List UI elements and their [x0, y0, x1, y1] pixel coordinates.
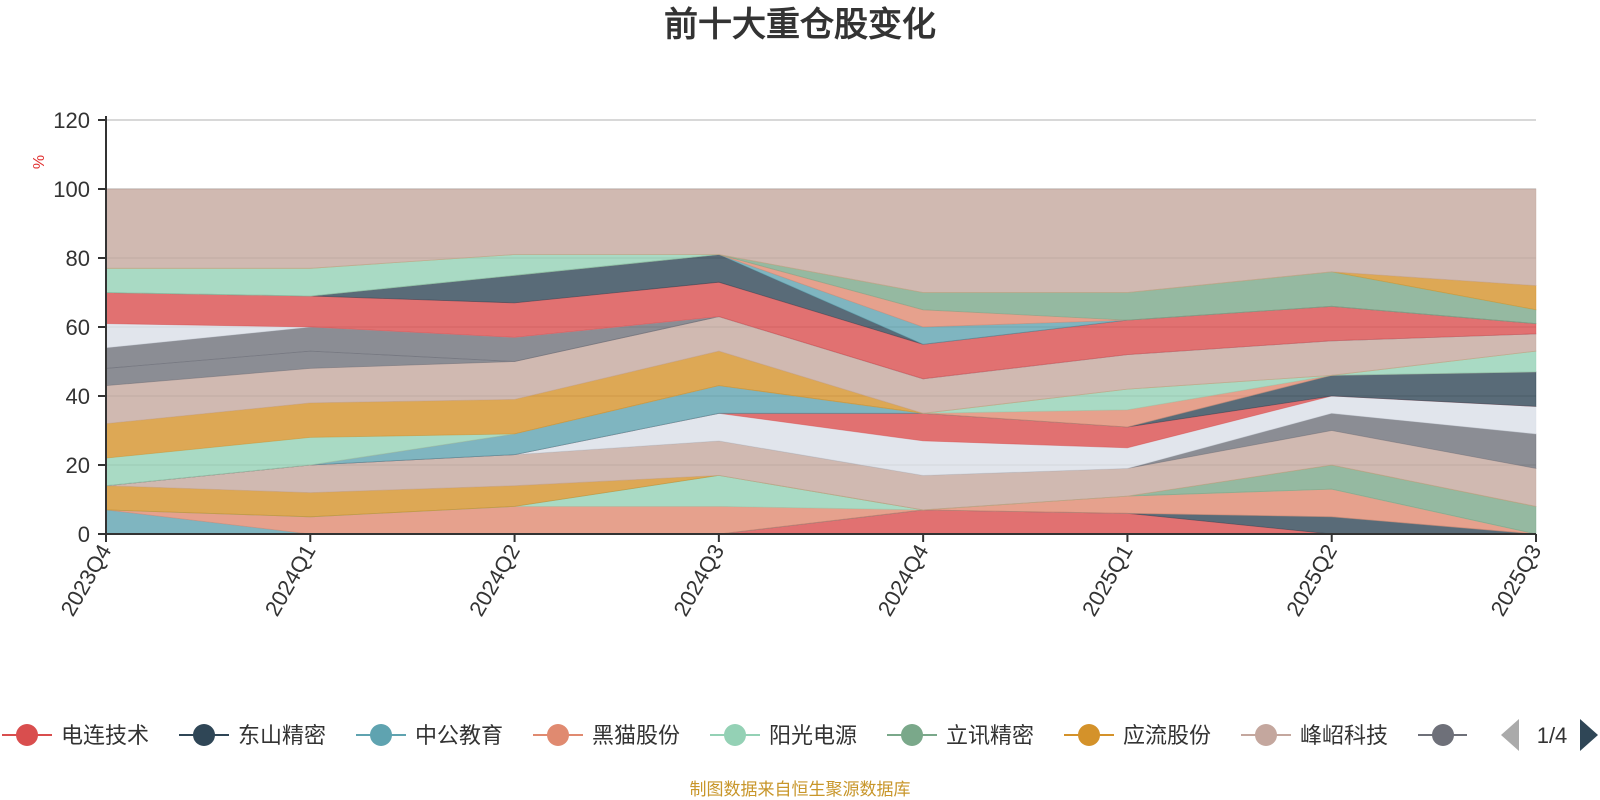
- legend-label-1: 电连技术: [61, 723, 149, 748]
- y-axis-unit: %: [31, 155, 48, 169]
- x-tick-label: 2025Q3: [1486, 540, 1547, 620]
- y-tick-label: 100: [53, 177, 90, 202]
- legend-label-4: 黑猫股份: [592, 723, 680, 748]
- legend-item-2[interactable]: 东山精密: [179, 723, 326, 748]
- legend-label-6: 立讯精密: [946, 723, 1034, 748]
- legend-item-4[interactable]: 黑猫股份: [533, 723, 680, 748]
- legend-marker-8: [1255, 724, 1277, 746]
- x-tick-label: 2024Q4: [873, 540, 934, 620]
- x-tick-label: 2025Q1: [1077, 540, 1138, 620]
- x-tick-label: 2023Q4: [56, 540, 117, 620]
- stacked-areas: [105, 188, 1537, 535]
- legend-item-9[interactable]: 王: [1418, 723, 1498, 748]
- legend-item-6[interactable]: 立讯精密: [887, 723, 1034, 748]
- legend-item-8[interactable]: 峰岹科技: [1241, 723, 1388, 748]
- legend-page-indicator: 1/4: [1537, 723, 1568, 748]
- legend-marker-9: [1432, 724, 1454, 746]
- legend-marker-4: [547, 724, 569, 746]
- chart-title: 前十大重仓股变化: [664, 6, 936, 44]
- legend-item-3[interactable]: 中公教育: [356, 723, 503, 748]
- legend-label-7: 应流股份: [1123, 723, 1211, 748]
- legend-label-2: 东山精密: [238, 723, 326, 748]
- legend-item-5[interactable]: 阳光电源: [710, 723, 857, 748]
- legend: 电连技术 东山精密 中公教育 黑猫股份 阳光电源 立讯精密 应流股份 峰岹科技 王: [2, 723, 1498, 748]
- x-tick-label: 2025Q2: [1281, 540, 1342, 620]
- legend-next-icon[interactable]: [1580, 719, 1598, 751]
- y-tick-label: 20: [66, 453, 90, 478]
- legend-label-9: 王: [1476, 723, 1498, 748]
- legend-label-5: 阳光电源: [769, 723, 857, 748]
- y-tick-label: 0: [78, 522, 90, 547]
- x-tick-label: 2024Q2: [464, 540, 525, 620]
- area-series-28: [105, 188, 1537, 293]
- legend-marker-1: [16, 724, 38, 746]
- legend-item-7[interactable]: 应流股份: [1064, 723, 1211, 748]
- legend-label-3: 中公教育: [415, 723, 503, 748]
- x-tick-label: 2024Q3: [668, 540, 729, 620]
- legend-marker-5: [724, 724, 746, 746]
- y-tick-label: 120: [53, 108, 90, 133]
- y-tick-label: 80: [66, 246, 90, 271]
- source-note: 制图数据来自恒生聚源数据库: [690, 780, 911, 799]
- legend-marker-6: [901, 724, 923, 746]
- legend-marker-7: [1078, 724, 1100, 746]
- legend-label-8: 峰岹科技: [1300, 723, 1388, 748]
- legend-marker-2: [193, 724, 215, 746]
- y-tick-label: 60: [66, 315, 90, 340]
- legend-prev-icon[interactable]: [1501, 719, 1519, 751]
- x-tick-label: 2024Q1: [260, 540, 321, 620]
- legend-item-1[interactable]: 电连技术: [2, 723, 149, 748]
- legend-pager: 1/4: [1501, 719, 1598, 751]
- legend-marker-3: [370, 724, 392, 746]
- y-tick-label: 40: [66, 384, 90, 409]
